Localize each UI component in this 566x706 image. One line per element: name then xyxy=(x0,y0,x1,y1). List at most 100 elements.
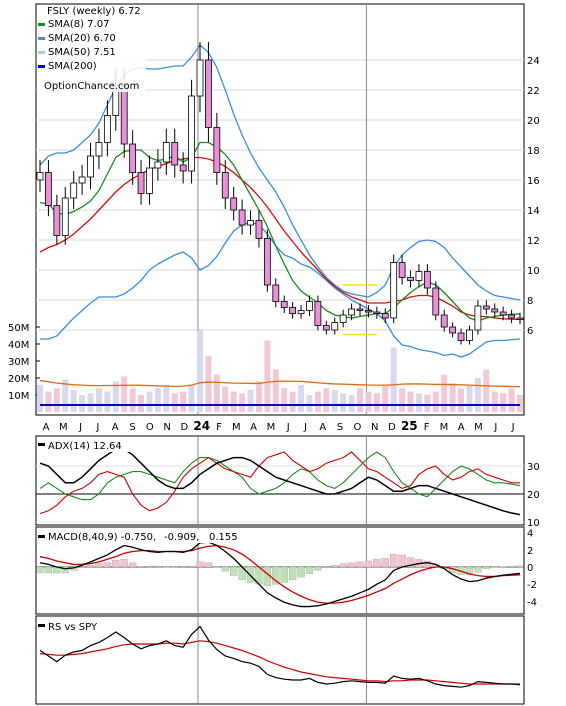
price-tick-label: 8 xyxy=(527,296,533,307)
candle-body xyxy=(263,238,271,286)
rs-frame xyxy=(35,615,525,705)
candle-body xyxy=(45,172,52,206)
macd-histogram-bar xyxy=(154,566,162,569)
volume-bar xyxy=(441,374,448,412)
volume-bar xyxy=(104,391,111,412)
volume-bar xyxy=(340,393,347,412)
volume-tick-label: 10M xyxy=(8,391,29,402)
volume-bar xyxy=(95,388,102,412)
lower-band-line xyxy=(40,221,521,358)
macd-histogram-bar xyxy=(280,566,288,583)
volume-bar xyxy=(45,391,52,412)
price-tick-label: 16 xyxy=(527,176,540,187)
candle-body xyxy=(78,176,86,184)
macd-histogram-bar xyxy=(103,562,112,568)
volume-bar xyxy=(432,391,439,412)
legend-swatch xyxy=(38,51,45,54)
adx-tick-label: 10 xyxy=(527,518,540,529)
macd-histogram-bar xyxy=(356,561,364,568)
candle-body xyxy=(499,311,507,316)
macd-histogram-bar xyxy=(423,560,432,568)
adx-title: ADX(14) 12.64 xyxy=(48,441,122,452)
adx-label-background xyxy=(38,438,130,452)
macd-histogram-bar xyxy=(347,562,356,568)
macd-histogram-bar xyxy=(145,566,154,569)
volume-tick-label: 50M xyxy=(8,323,29,334)
price-panel: 6 8 10 12 14 16 18 20 22 24 50M 40M 30M 20M 10M FSLY (w… xyxy=(8,3,540,433)
volume-bar xyxy=(255,381,262,412)
adx-tick-label: 20 xyxy=(527,490,540,501)
macd-swatch xyxy=(38,535,45,538)
volume-bar xyxy=(171,393,178,412)
macd-histogram-bar xyxy=(474,566,482,573)
macd-histogram-bar xyxy=(78,566,86,569)
x-axis-month-label: M xyxy=(440,422,449,433)
candle-body xyxy=(314,301,322,326)
candle-body xyxy=(440,314,448,328)
macd-line xyxy=(39,541,521,608)
candle-body xyxy=(457,332,465,341)
legend-swatch xyxy=(38,23,45,26)
x-axis-month-label: D xyxy=(181,422,189,433)
candle-body xyxy=(474,305,482,331)
volume-bar xyxy=(483,369,490,412)
x-axis-month-label: A xyxy=(43,422,50,433)
x-axis-year-label: 24 xyxy=(193,419,210,433)
candle-body xyxy=(95,142,103,157)
candle-body xyxy=(348,308,355,316)
candle-body xyxy=(70,182,78,199)
candle-body xyxy=(432,287,440,316)
candle-body xyxy=(297,310,305,314)
macd-histogram-bar xyxy=(364,560,373,568)
macd-histogram-bar xyxy=(221,566,229,572)
macd-histogram-bar xyxy=(322,566,330,569)
candle-body xyxy=(508,314,515,319)
volume-bar xyxy=(247,389,254,412)
candle-body xyxy=(415,271,423,281)
volume-bar xyxy=(146,391,153,412)
volume-tick-label: 30M xyxy=(8,357,29,368)
x-axis-year-label: 25 xyxy=(401,419,418,433)
candle-body xyxy=(230,197,238,211)
price-tick-label: 22 xyxy=(527,86,540,97)
macd-histogram-bar xyxy=(120,559,128,568)
macd-histogram-bar xyxy=(507,565,516,568)
volume-bar xyxy=(348,395,355,412)
volume-tick-label: 40M xyxy=(8,340,29,351)
watermark: OptionChance.com xyxy=(44,81,139,92)
volume-bar xyxy=(79,395,86,412)
macd-tick-label: 2 xyxy=(527,546,533,557)
candle-body xyxy=(365,310,372,313)
macd-histogram-bar xyxy=(230,566,238,576)
macd-histogram-bar xyxy=(339,563,347,568)
macd-histogram-bar xyxy=(465,566,474,575)
candle-body xyxy=(221,172,229,199)
rs-label-background xyxy=(38,619,104,633)
x-axis-month-label: A xyxy=(112,422,119,433)
candle-body xyxy=(196,59,204,97)
macd-histogram-bar xyxy=(381,558,389,568)
macd-histogram-bar xyxy=(171,566,179,568)
x-axis-month-label: N xyxy=(371,422,378,433)
candle-body xyxy=(390,262,398,319)
price-tick-label: 14 xyxy=(527,206,540,217)
volume-bar xyxy=(121,376,128,412)
macd-histogram-bar xyxy=(406,557,415,568)
volume-bar xyxy=(458,388,465,412)
macd-histogram-bar xyxy=(499,566,507,568)
volume-bar xyxy=(474,378,481,412)
candle-body xyxy=(373,311,381,314)
macd-histogram-bar xyxy=(272,566,280,585)
macd-signal-value: -0.909, xyxy=(164,532,199,543)
candle-body xyxy=(339,314,347,323)
volume-bar xyxy=(62,379,69,412)
volume-bar xyxy=(289,391,296,412)
adx-tick-label: 30 xyxy=(527,462,540,473)
macd-histogram-bar xyxy=(86,565,95,568)
candle-body xyxy=(213,127,221,173)
rs-line xyxy=(39,625,521,688)
macd-histogram-bar xyxy=(288,566,297,581)
macd-histogram-bar xyxy=(491,566,499,568)
volume-bar xyxy=(180,391,187,412)
candle-body xyxy=(87,155,94,178)
